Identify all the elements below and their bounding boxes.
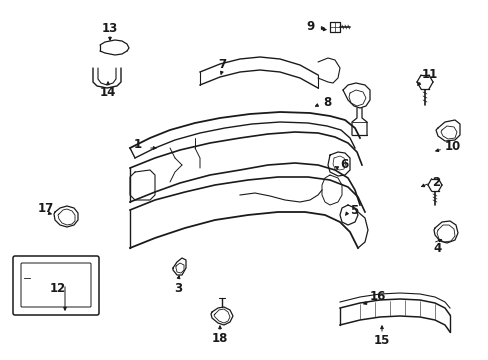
Text: 10: 10 xyxy=(444,140,460,153)
Text: 9: 9 xyxy=(306,21,314,33)
Text: 2: 2 xyxy=(431,176,439,189)
Text: 3: 3 xyxy=(174,282,182,294)
Text: 8: 8 xyxy=(323,95,330,108)
FancyBboxPatch shape xyxy=(21,263,91,307)
Text: 5: 5 xyxy=(349,203,358,216)
Text: 17: 17 xyxy=(38,202,54,215)
FancyBboxPatch shape xyxy=(13,256,99,315)
Text: 14: 14 xyxy=(100,85,116,99)
Text: 16: 16 xyxy=(369,291,386,303)
Text: 15: 15 xyxy=(373,333,389,346)
Text: 6: 6 xyxy=(339,158,347,171)
Text: 7: 7 xyxy=(218,58,225,72)
Text: 1: 1 xyxy=(134,139,142,152)
Text: 12: 12 xyxy=(50,282,66,294)
Text: 18: 18 xyxy=(211,332,228,345)
Text: 11: 11 xyxy=(421,68,437,81)
Text: 4: 4 xyxy=(432,242,440,255)
Text: 13: 13 xyxy=(102,22,118,35)
